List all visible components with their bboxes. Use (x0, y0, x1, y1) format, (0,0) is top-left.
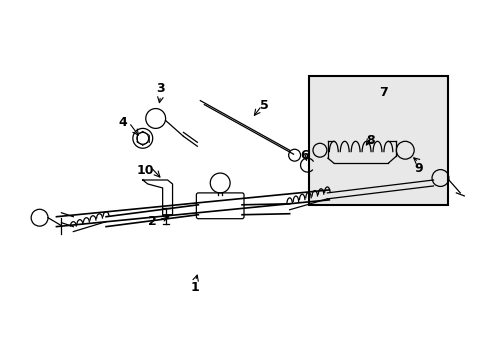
Text: 3: 3 (156, 82, 164, 95)
Text: 6: 6 (300, 149, 308, 162)
Text: 1: 1 (191, 281, 200, 294)
Text: 5: 5 (260, 99, 269, 112)
Bar (309, 76, 447, 205)
FancyBboxPatch shape (196, 193, 244, 219)
Text: 4: 4 (118, 116, 127, 129)
Text: 2: 2 (148, 215, 157, 228)
Text: 7: 7 (379, 86, 387, 99)
Text: 8: 8 (366, 134, 375, 147)
Text: 9: 9 (413, 162, 422, 175)
Text: 10: 10 (137, 163, 154, 176)
